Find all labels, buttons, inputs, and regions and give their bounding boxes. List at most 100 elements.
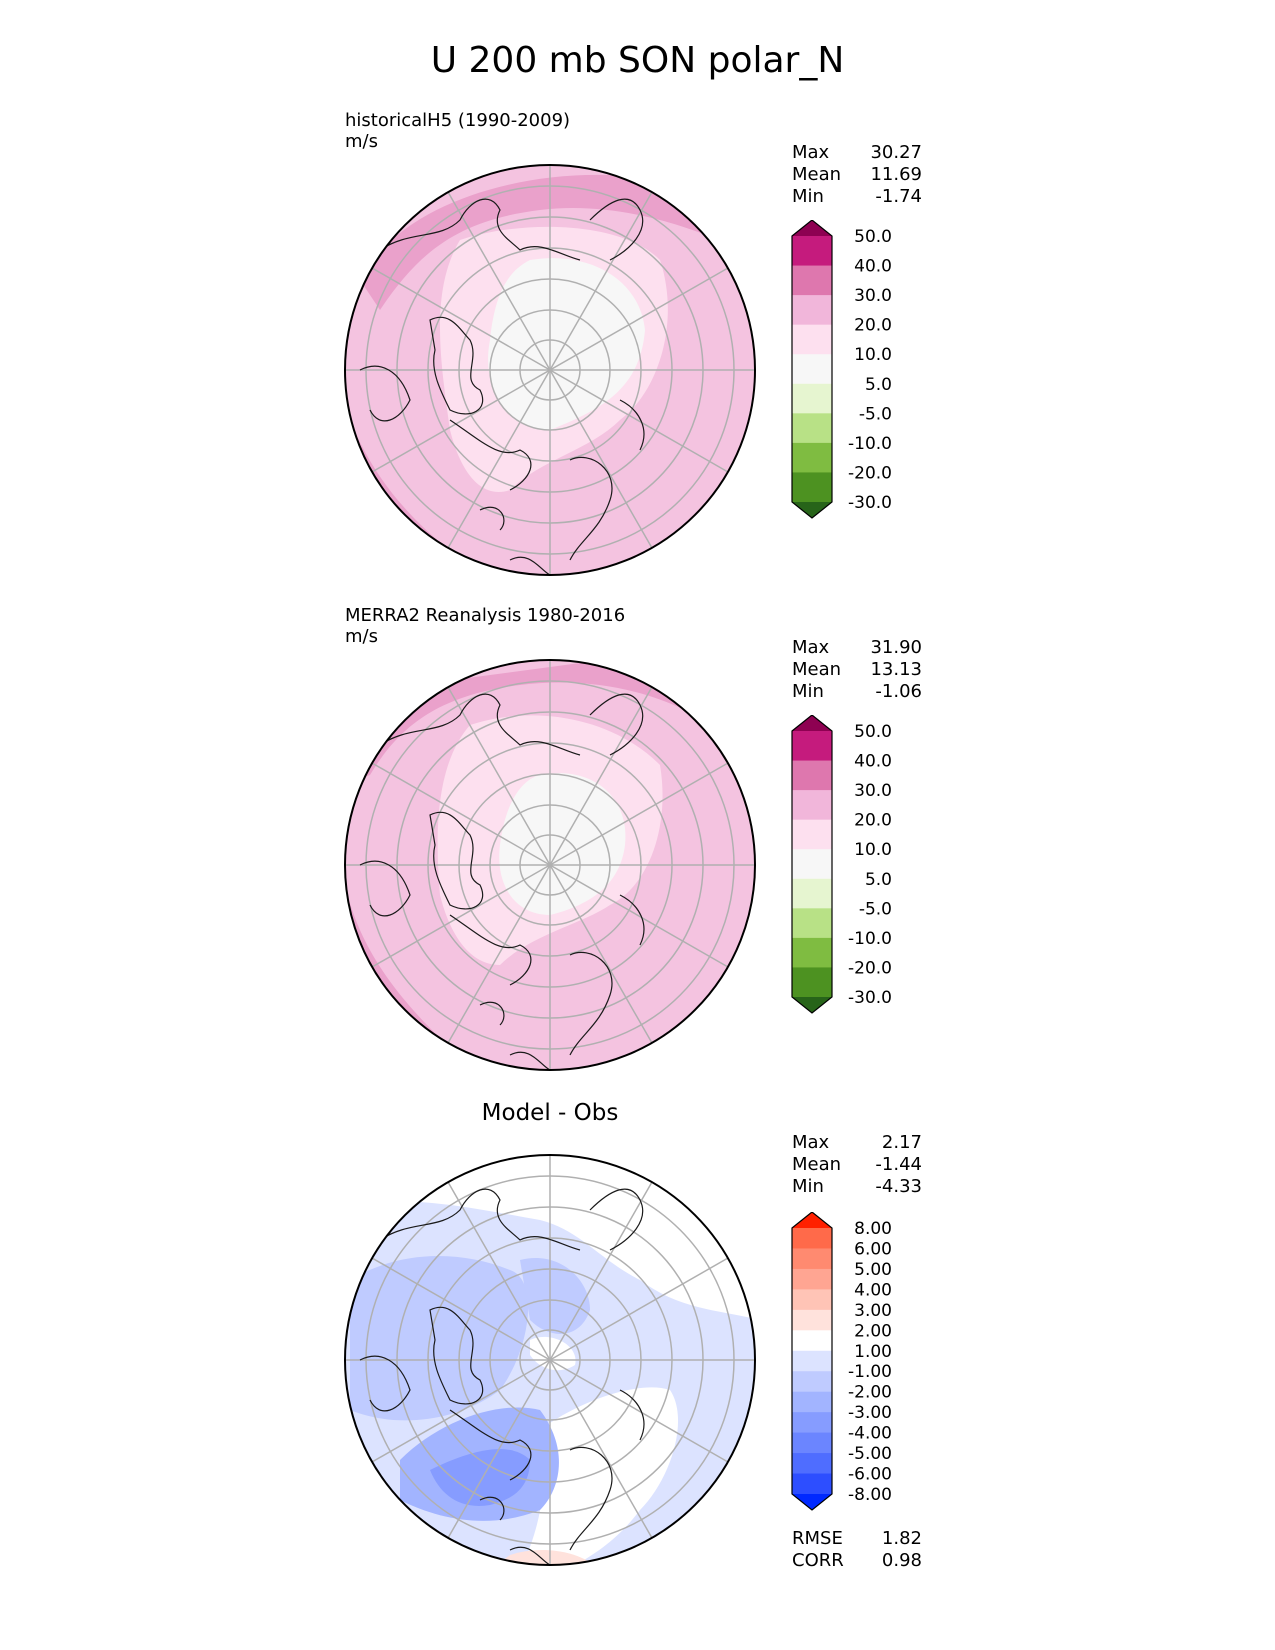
stat-mean-value: -1.44 <box>875 1154 922 1175</box>
colorbar-tick-label: -6.00 <box>848 1465 892 1485</box>
polar-map <box>344 1154 756 1566</box>
colorbar-tick-label: 30.0 <box>854 286 892 306</box>
map-graticule <box>345 165 755 575</box>
map-coastlines <box>359 198 645 575</box>
colorbar-tick-label: 2.00 <box>854 1321 892 1341</box>
colorbar-segment <box>792 908 832 939</box>
stat-min-label: Min <box>792 1176 824 1197</box>
colorbar-tick-label: 10.0 <box>854 345 892 365</box>
field-20-30 <box>360 174 740 310</box>
panel-caption: historicalH5 (1990-2009) <box>345 110 571 131</box>
colorbar-tick-label: -5.0 <box>859 899 892 919</box>
colorbar-tick-label: -5.0 <box>859 404 892 424</box>
colorbar-tick-label: 50.0 <box>854 722 892 742</box>
field-neg5-5 <box>488 258 645 430</box>
map-border <box>344 1154 756 1566</box>
colorbar-segment <box>792 1228 832 1249</box>
colorbar-segment <box>792 442 832 473</box>
colorbar-segment <box>792 1473 832 1495</box>
stat-mean-label: Mean <box>792 659 842 680</box>
metrics-box: RMSE 1.82 CORR 0.98 <box>792 1528 922 1572</box>
colorbar-tick-label: 20.0 <box>854 316 892 336</box>
colorbar-segment <box>792 1391 832 1413</box>
colorbar-segment <box>792 324 832 355</box>
field-neg2-neg3 <box>520 1258 590 1334</box>
colorbar-tick-label: 8.00 <box>854 1219 892 1239</box>
map-graticule <box>345 660 755 1070</box>
colorbar-tick-label: 10.0 <box>854 840 892 860</box>
colorbar-segment <box>792 1350 832 1372</box>
colorbar-segment <box>792 1309 832 1331</box>
stat-max-value: 31.90 <box>870 637 922 658</box>
colorbar-extend-max <box>792 715 832 731</box>
panel-diff: Model - Obs Max 2.17 Mean -1.44 Min -4.33 <box>0 1100 1275 1572</box>
colorbar-tick-label: -20.0 <box>848 958 892 978</box>
panel-model: historicalH5 (1990-2009) m/s Max 30.27 Me… <box>0 110 1275 580</box>
colorbar-segment <box>792 790 832 821</box>
stats-box: Max 30.27 Mean 11.69 Min -1.74 <box>792 142 922 208</box>
colorbar-outline <box>791 220 833 519</box>
colorbar-extend-max <box>792 1212 832 1228</box>
colorbar-segment <box>792 295 832 326</box>
map-coastlines <box>359 1188 645 1565</box>
colorbar-tick-label: 5.00 <box>854 1260 892 1280</box>
stat-mean-label: Mean <box>792 164 842 185</box>
colorbar-extend-min <box>792 1494 832 1510</box>
colorbar-tick-label: -10.0 <box>848 929 892 949</box>
colorbar-segment <box>792 413 832 444</box>
colorbar: 8.006.005.004.003.002.001.00-1.00-2.00-3… <box>791 1212 892 1511</box>
panel-units: m/s <box>345 131 378 152</box>
colorbar-tick-label: 5.0 <box>865 375 892 395</box>
colorbar-segment <box>792 1289 832 1311</box>
colorbar-outline <box>791 715 833 1014</box>
colorbar-tick-label: -8.00 <box>848 1485 892 1505</box>
colorbar-tick-label: 20.0 <box>854 811 892 831</box>
colorbar-extend-min <box>792 502 832 518</box>
colorbar-segment <box>792 1268 832 1290</box>
colorbar-segment <box>792 236 832 267</box>
colorbar-segment <box>792 731 832 762</box>
colorbar-segment <box>792 383 832 414</box>
stat-max-label: Max <box>792 637 830 658</box>
stat-min-value: -1.06 <box>875 681 922 702</box>
stat-min-label: Min <box>792 681 824 702</box>
colorbar-outline <box>791 1212 833 1511</box>
colorbar: 50.0 40.0 30.0 20.0 10.0 5.0 -5.0 -10.0 -20.0 -30… <box>791 220 892 519</box>
stat-min-label: Min <box>792 186 824 207</box>
stat-max-value: 30.27 <box>870 142 922 163</box>
stat-max-label: Max <box>792 1132 830 1153</box>
colorbar-tick-label: -2.00 <box>848 1383 892 1403</box>
colorbar-tick-label: -4.00 <box>848 1424 892 1444</box>
polar-map <box>344 659 756 1071</box>
colorbar-segment <box>792 937 832 968</box>
colorbar-tick-label: -1.00 <box>848 1362 892 1382</box>
colorbar-tick-label: 40.0 <box>854 257 892 277</box>
page-title: U 200 mb SON polar_N <box>430 40 845 81</box>
corr-label: CORR <box>792 1550 844 1571</box>
panel-caption: MERRA2 Reanalysis 1980-2016 <box>345 605 626 626</box>
colorbar-tick-label: 4.00 <box>854 1280 892 1300</box>
colorbar: 50.0 40.0 30.0 20.0 10.0 5.0 -5.0 -10.0 -20.0 -30… <box>791 715 892 1014</box>
stat-max-label: Max <box>792 142 830 163</box>
field-neg4-neg5 <box>430 1449 530 1506</box>
colorbar-segment <box>792 1412 832 1434</box>
polar-map <box>344 164 756 576</box>
colorbar-segment <box>792 354 832 385</box>
colorbar-segment <box>792 760 832 791</box>
colorbar-tick-label: -30.0 <box>848 988 892 1008</box>
stat-mean-value: 13.13 <box>870 659 922 680</box>
rmse-value: 1.82 <box>881 1528 922 1549</box>
colorbar-segment <box>792 878 832 909</box>
colorbar-segment <box>792 849 832 880</box>
stat-mean-label: Mean <box>792 1154 842 1175</box>
colorbar-tick-label: 40.0 <box>854 752 892 772</box>
stat-min-value: -1.74 <box>875 186 922 207</box>
panel-units: m/s <box>345 626 378 647</box>
map-border <box>344 659 756 1071</box>
map-coastlines <box>359 693 645 1070</box>
field-neutral <box>520 1387 678 1565</box>
corr-value: 0.98 <box>881 1550 922 1571</box>
stat-max-value: 2.17 <box>881 1132 922 1153</box>
map-border <box>344 164 756 576</box>
colorbar-tick-label: 1.00 <box>854 1342 892 1362</box>
